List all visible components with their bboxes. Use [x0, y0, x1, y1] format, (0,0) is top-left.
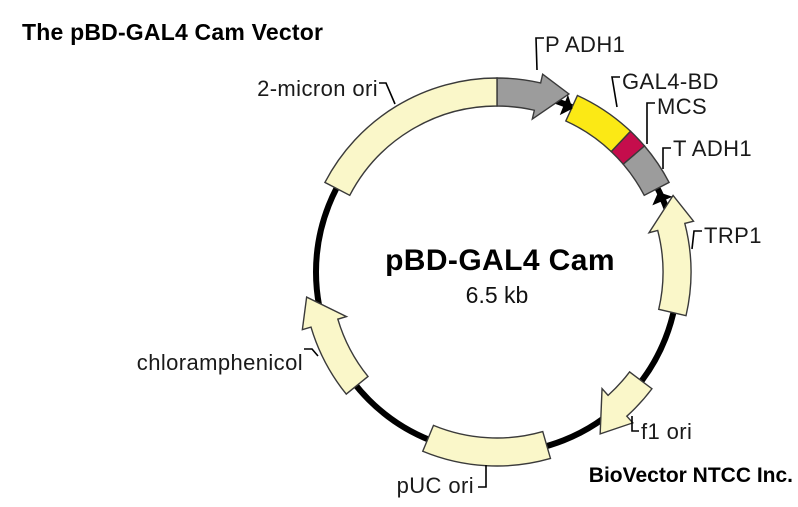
plasmid-name: pBD-GAL4 Cam — [385, 244, 615, 277]
feature-t-adh1 — [622, 145, 671, 197]
feature-f1-ori — [599, 370, 653, 435]
leader-line-two-micron-ori — [379, 82, 396, 105]
feature-label-chloramphenicol: chloramphenicol — [137, 350, 303, 375]
leader-line-mcs — [646, 102, 655, 144]
feature-label-trp1: TRP1 — [704, 223, 762, 248]
feature-label-f1-ori: f1 ori — [641, 419, 692, 444]
feature-p-adh1 — [496, 72, 571, 121]
feature-label-gal4-bd: GAL4-BD — [622, 69, 719, 94]
feature-label-puc-ori: pUC ori — [397, 473, 474, 498]
feature-two-micron-ori — [323, 77, 498, 197]
leader-line-puc-ori — [478, 465, 487, 488]
feature-label-p-adh1: P ADH1 — [545, 32, 625, 57]
feature-trp1 — [647, 194, 695, 317]
feature-label-t-adh1: T ADH1 — [673, 136, 752, 161]
leader-line-p-adh1 — [535, 37, 544, 71]
leader-line-trp1 — [691, 230, 702, 250]
features-layer — [301, 72, 695, 467]
feature-label-two-micron-ori: 2-micron ori — [257, 76, 378, 101]
figure-title: The pBD-GAL4 Cam Vector — [22, 19, 323, 45]
junction-wedge-2 — [652, 191, 673, 206]
feature-label-mcs: MCS — [657, 94, 707, 119]
leader-lines-layer — [304, 37, 702, 488]
branding-text: BioVector NTCC Inc. — [589, 464, 793, 487]
leader-line-t-adh1 — [662, 147, 671, 169]
feature-chloramphenicol — [301, 296, 369, 396]
junction-wedge-1 — [559, 94, 573, 116]
leader-line-f1-ori — [631, 416, 639, 432]
plasmid-size: 6.5 kb — [466, 282, 529, 308]
feature-puc-ori — [421, 424, 552, 467]
leader-line-chloramphenicol — [304, 348, 319, 357]
leader-line-gal4-bd — [611, 76, 620, 108]
